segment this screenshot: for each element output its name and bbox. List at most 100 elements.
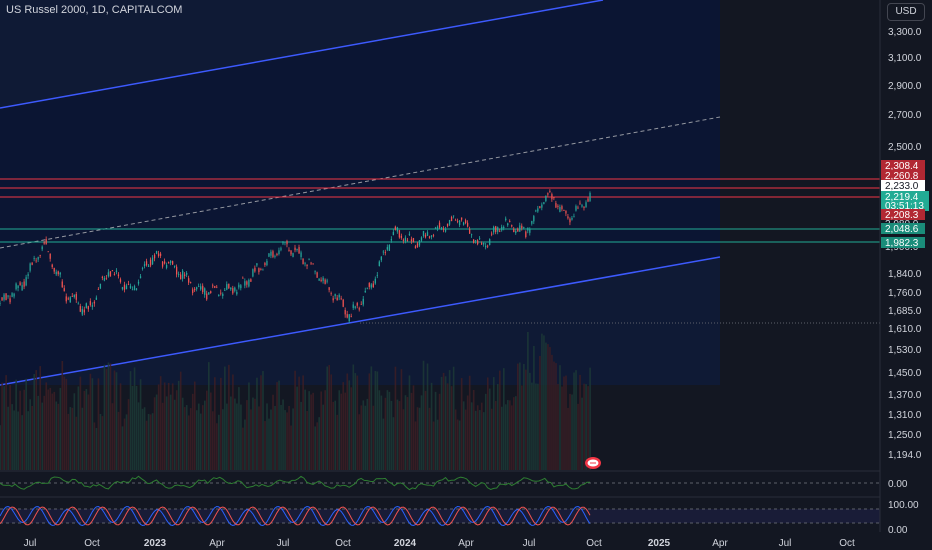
volume-bar <box>15 379 17 470</box>
candle-body <box>464 220 467 224</box>
candle-body <box>258 268 260 273</box>
volume-bar <box>322 404 324 470</box>
volume-bar <box>519 362 521 470</box>
price-axis[interactable] <box>880 0 932 532</box>
candle-body <box>539 206 541 209</box>
volume-bar <box>5 375 7 470</box>
volume-bar <box>226 403 228 470</box>
volume-bar <box>85 389 88 470</box>
candle-body <box>326 280 328 282</box>
candle-body <box>125 285 128 290</box>
volume-bar <box>187 415 190 470</box>
oscillator-line[interactable] <box>0 475 590 491</box>
candle-body <box>549 191 551 192</box>
volume-bar <box>69 407 72 470</box>
volume-bar <box>559 365 561 470</box>
time-axis-ticks[interactable]: Jul Oct 2023 Apr Jul Oct 2024 Apr Jul Oct 2025 Apr J… <box>24 538 855 549</box>
volume-bar <box>486 377 489 470</box>
candle-body <box>127 283 130 285</box>
volume-bar <box>537 383 539 470</box>
volume-bar <box>330 374 333 470</box>
volume-bar <box>179 371 182 470</box>
candle-body <box>310 262 312 264</box>
candle-body <box>31 262 33 265</box>
volume-bar <box>59 387 62 470</box>
candle-body <box>220 292 222 294</box>
volume-bar <box>21 415 23 470</box>
price-axis-tick: 2,500.0 <box>888 142 922 153</box>
volume-bar <box>398 401 401 470</box>
currency-button[interactable]: USD <box>887 3 925 21</box>
volume-bar <box>131 385 134 470</box>
candle-body <box>366 287 368 289</box>
candle-body <box>23 281 25 287</box>
alert-clock-icon[interactable] <box>585 457 601 469</box>
candle-body <box>242 277 244 279</box>
candle-body <box>346 314 348 318</box>
candle-body <box>77 303 79 305</box>
volume-bar <box>462 401 465 470</box>
volume-bar <box>214 377 216 470</box>
candle-body <box>216 286 218 288</box>
level-tag-resistance-1[interactable]: 2,308.4 <box>881 160 925 172</box>
price-axis-tick: 1,194.0 <box>888 450 922 461</box>
volume-bar <box>545 342 547 470</box>
candle-body <box>13 293 15 297</box>
level-tag-support-2[interactable]: 1,982.3 <box>881 237 925 249</box>
symbol-title[interactable]: US Russel 2000, 1D, CAPITALCOM <box>6 4 183 16</box>
stoch-d-line[interactable] <box>0 506 591 526</box>
candle-body <box>404 237 407 242</box>
volume-bar <box>338 390 341 470</box>
candle-body <box>495 226 497 233</box>
volume-bar <box>503 368 505 470</box>
volume-bar <box>145 420 148 470</box>
volume-bar <box>541 333 543 470</box>
volume-bar <box>240 404 242 470</box>
volume-bar <box>302 375 304 470</box>
price-axis-tick: 1,310.0 <box>888 410 922 421</box>
volume-bar <box>244 419 246 470</box>
channel-lower-line[interactable] <box>0 256 721 386</box>
volume-bar <box>484 393 487 470</box>
time-axis-tick: 2024 <box>394 538 417 549</box>
price-axis-tick: 3,300.0 <box>888 27 922 38</box>
candle-body <box>139 276 142 279</box>
price-tag-last[interactable]: 2,219.4 03:51:13 <box>881 191 929 212</box>
candle-body <box>543 202 545 204</box>
candle-body <box>436 226 439 229</box>
candle-body <box>444 228 447 232</box>
candle-body <box>515 230 517 233</box>
price-tag-high[interactable]: 2,233.0 <box>881 180 925 192</box>
candle-body <box>81 309 83 315</box>
candle-body <box>493 226 495 233</box>
candle-body <box>202 285 204 293</box>
channel-upper-line[interactable] <box>0 0 604 109</box>
candle-body <box>302 258 304 265</box>
candle-body <box>83 309 85 313</box>
stoch-k-line[interactable] <box>0 505 591 527</box>
volume-bar <box>81 407 84 470</box>
price-candles[interactable] <box>0 189 591 324</box>
volume-bar <box>374 371 377 470</box>
volume-bar <box>535 383 537 470</box>
volume-bar <box>208 362 210 470</box>
level-tag-resistance-2[interactable]: 2,260.8 <box>881 170 925 182</box>
channel-mid-line[interactable] <box>0 116 721 249</box>
candle-body <box>547 193 549 195</box>
level-tag-support-1[interactable]: 2,048.6 <box>881 223 925 235</box>
candle-body <box>155 251 158 254</box>
volume-bar <box>41 402 44 470</box>
volume-bar <box>75 416 78 470</box>
volume-bar <box>412 385 415 470</box>
volume-bar <box>256 377 258 470</box>
candle-body <box>248 279 250 287</box>
candle-body <box>483 242 485 245</box>
volume-bar <box>334 400 337 470</box>
level-tag-resistance-3[interactable]: 2,208.3 <box>881 209 925 221</box>
candle-body <box>296 249 298 250</box>
candle-body <box>342 299 344 307</box>
candle-body <box>533 216 535 222</box>
volume-bar <box>456 419 459 470</box>
volume-bar <box>352 364 355 470</box>
